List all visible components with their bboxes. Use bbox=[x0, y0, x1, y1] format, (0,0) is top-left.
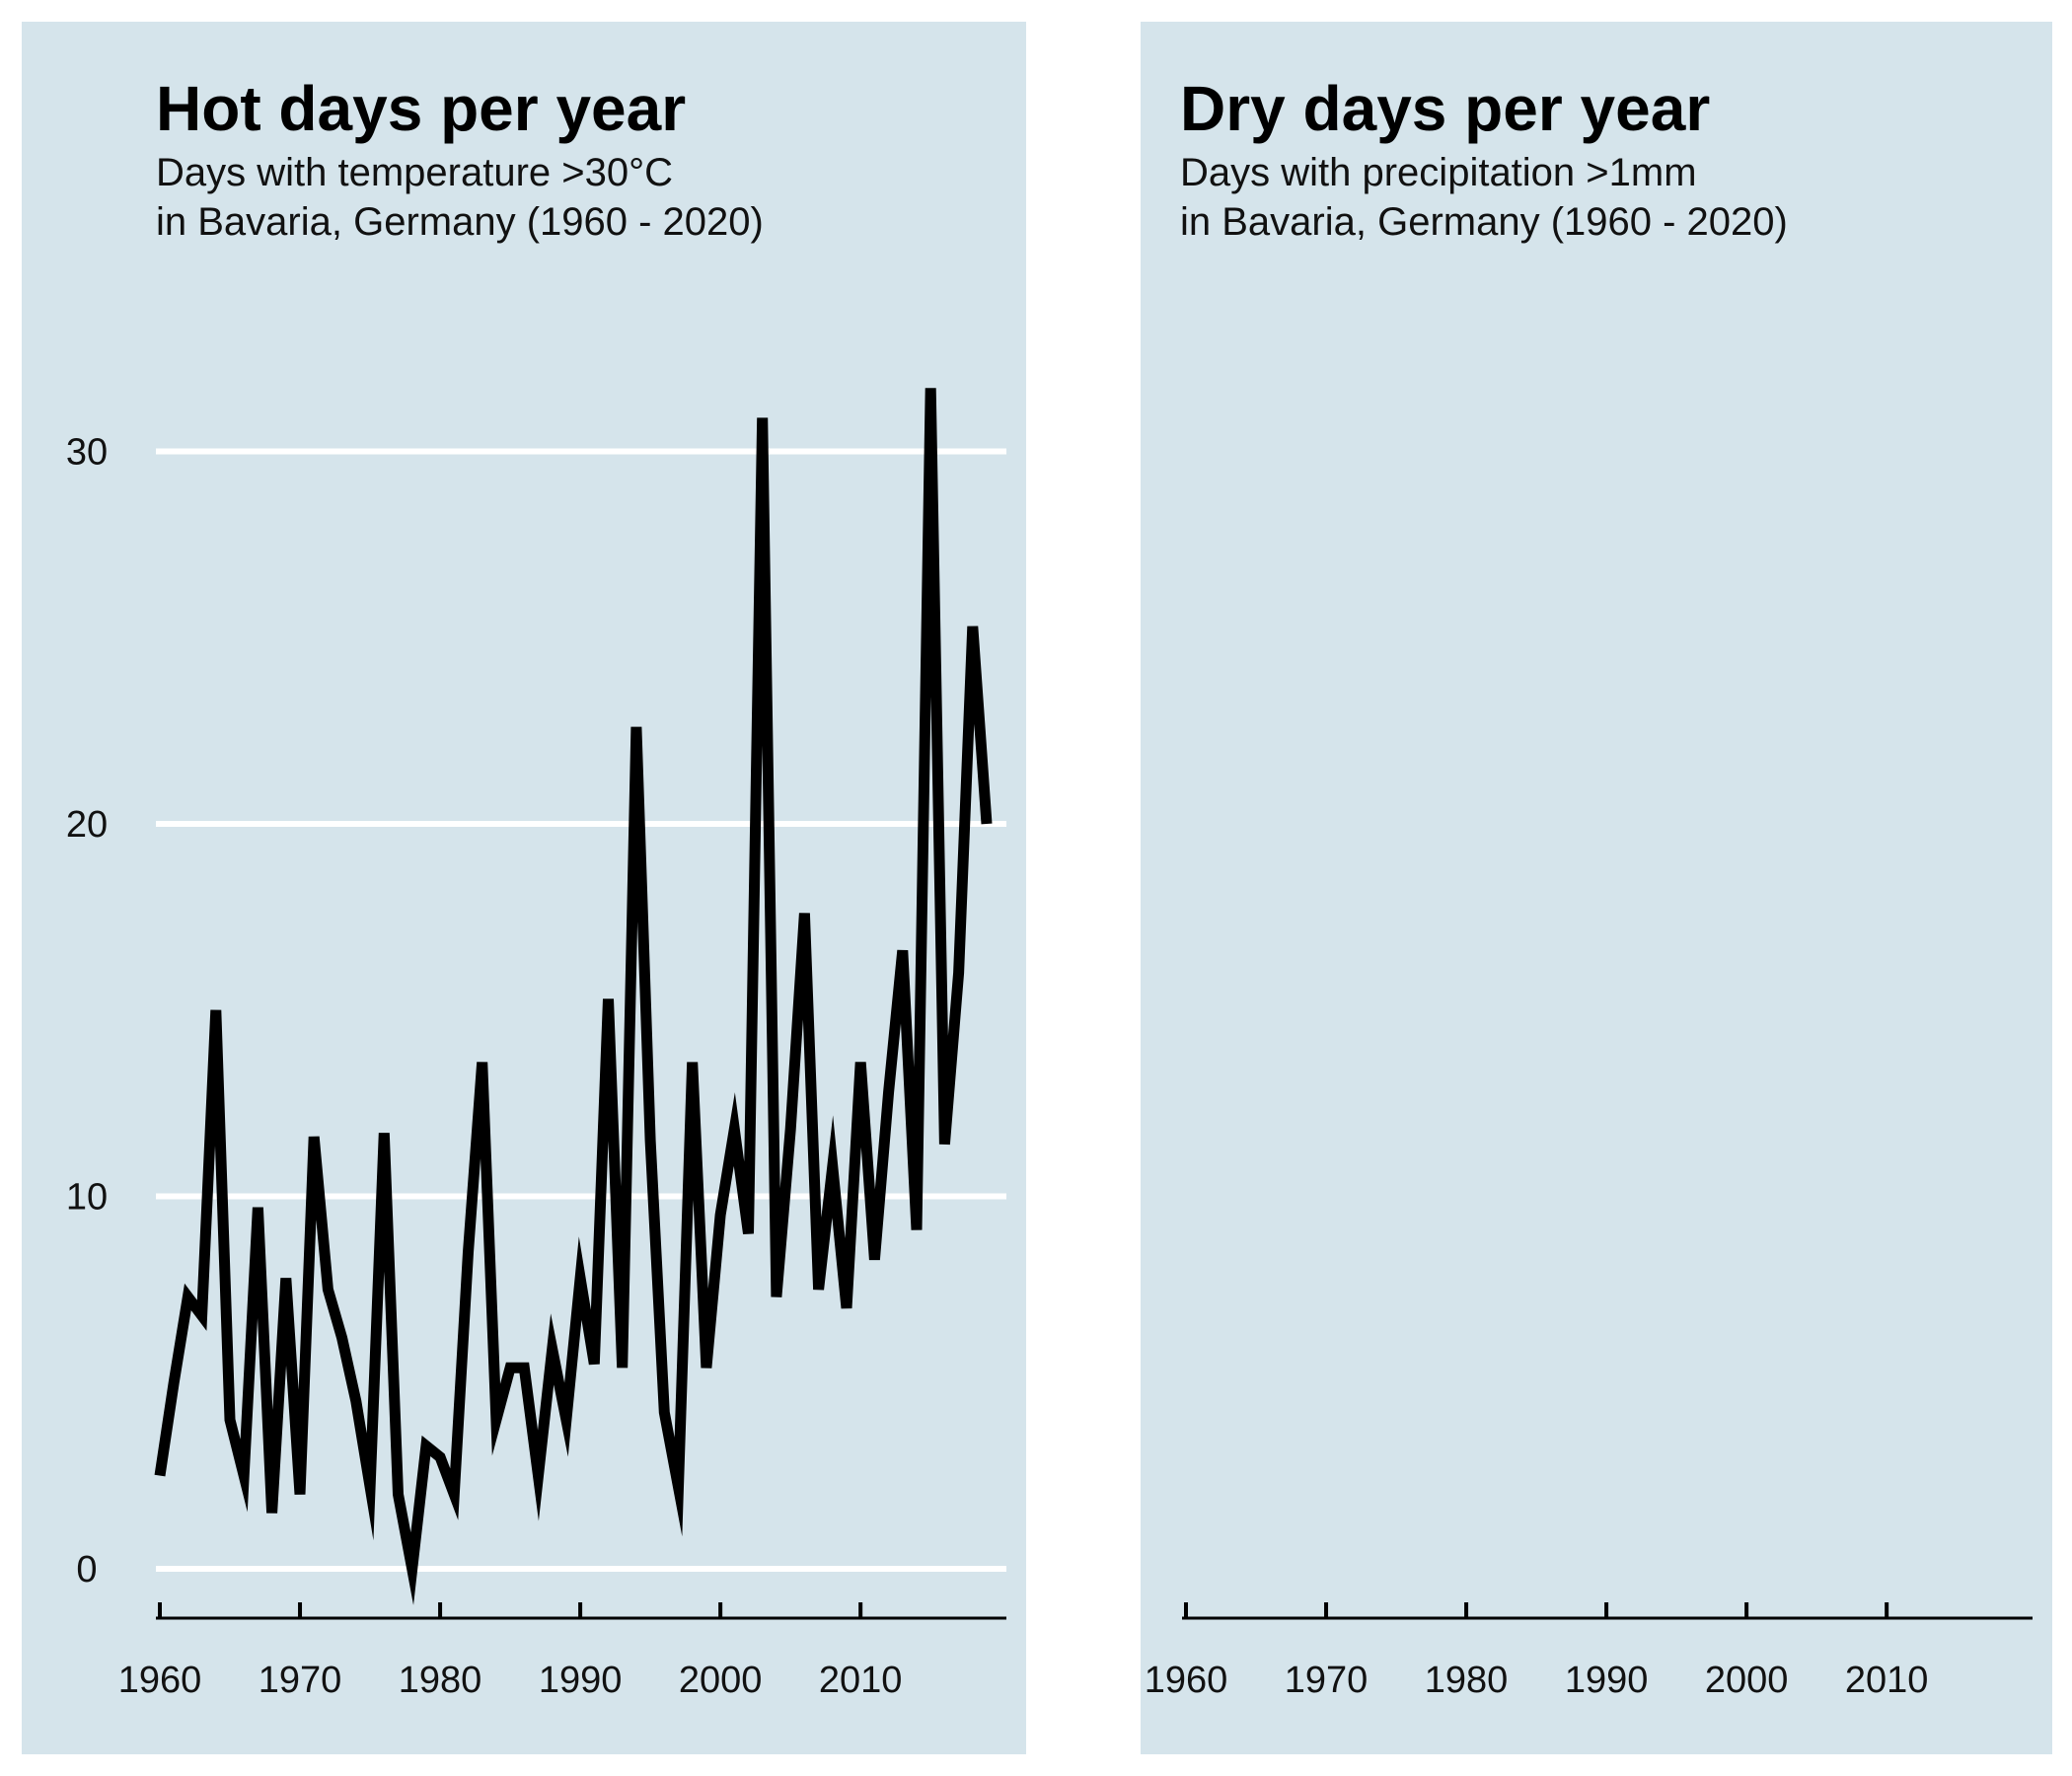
y-tick-label: 20 bbox=[66, 804, 108, 846]
x-tick-label: 1990 bbox=[539, 1660, 623, 1701]
chart-subtitle-line1: Days with temperature >30°C bbox=[156, 151, 674, 194]
x-tick-label: 1960 bbox=[1145, 1660, 1228, 1701]
x-tick-label: 1980 bbox=[399, 1660, 482, 1701]
hot-days-chart: 0 10 20 30 1960 1970 1980 1990 2000 2010 bbox=[66, 388, 1006, 1701]
chart-subtitle-line2: in Bavaria, Germany (1960 - 2020) bbox=[1180, 200, 1788, 244]
chart-subtitle-line2: in Bavaria, Germany (1960 - 2020) bbox=[156, 200, 764, 244]
x-tick-label: 1980 bbox=[1425, 1660, 1509, 1701]
chart-title: Hot days per year bbox=[156, 73, 687, 144]
y-tick-label: 10 bbox=[66, 1177, 108, 1219]
chart-title: Dry days per year bbox=[1180, 73, 1711, 144]
x-tick-label: 2000 bbox=[679, 1660, 763, 1701]
series-line bbox=[154, 388, 993, 1605]
x-tick-label: 2000 bbox=[1705, 1660, 1789, 1701]
y-tick-label: 30 bbox=[66, 432, 108, 474]
chart-subtitle-line1: Days with precipitation >1mm bbox=[1180, 151, 1697, 194]
x-tick-label: 1970 bbox=[259, 1660, 342, 1701]
x-tick-label: 2010 bbox=[819, 1660, 903, 1701]
dry-days-panel: Dry days per year Days with precipitatio… bbox=[1141, 22, 2052, 1754]
x-tick-label: 1960 bbox=[118, 1660, 202, 1701]
hot-days-panel: Hot days per year Days with temperature … bbox=[22, 22, 1026, 1754]
dry-days-chart: 1960 1970 1980 1990 2000 2010 bbox=[1145, 1602, 2033, 1701]
x-tick-label: 2010 bbox=[1845, 1660, 1929, 1701]
x-tick-label: 1990 bbox=[1565, 1660, 1649, 1701]
y-tick-label: 0 bbox=[76, 1549, 97, 1591]
x-tick-label: 1970 bbox=[1285, 1660, 1369, 1701]
